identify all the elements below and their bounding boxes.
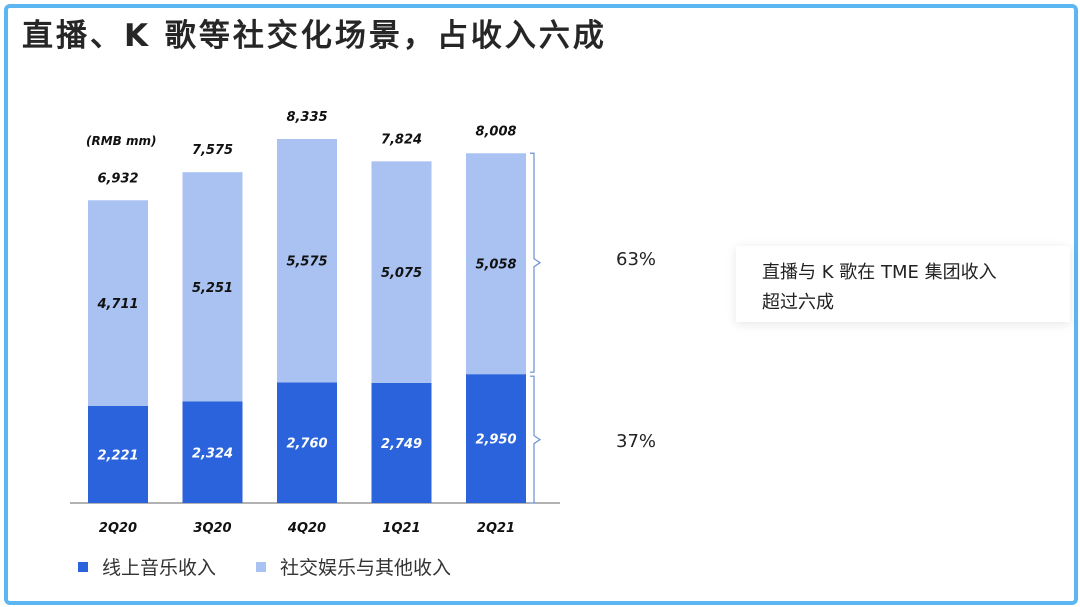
total-label-2Q21: 8,008 <box>475 124 516 139</box>
total-label-1Q21: 7,824 <box>381 132 422 147</box>
value-label-social-4Q20: 5,575 <box>286 255 327 270</box>
callout-line-1: 直播与 K 歌在 TME 集团收入 <box>762 262 997 283</box>
x-tick-label-1Q21: 1Q21 <box>382 521 420 536</box>
bar-social-4Q20 <box>277 139 337 383</box>
legend-label-online-music: 线上音乐收入 <box>102 557 217 579</box>
bar-social-2Q20 <box>88 200 148 407</box>
music-share-percent: 37% <box>616 431 657 452</box>
legend: 线上音乐收入 社交娱乐与其他收入 <box>78 553 491 580</box>
x-tick-label-2Q20: 2Q20 <box>99 521 137 536</box>
legend-swatch-online-music <box>78 561 88 572</box>
value-label-social-3Q20: 5,251 <box>192 281 233 296</box>
bar-social-1Q21 <box>371 161 432 383</box>
legend-swatch-social <box>256 561 267 572</box>
bar-online-music-4Q20 <box>277 382 337 503</box>
callout-note: 直播与 K 歌在 TME 集团收入 超过六成 <box>736 246 1070 322</box>
bar-online-music-2Q20 <box>88 406 148 503</box>
x-tick-label-3Q20: 3Q20 <box>193 521 231 536</box>
value-label-online-music-3Q20: 2,324 <box>192 446 233 461</box>
total-label-2Q20: 6,932 <box>97 171 138 186</box>
legend-item-social: 社交娱乐与其他收入 <box>256 553 451 580</box>
value-label-online-music-1Q21: 2,749 <box>381 437 422 452</box>
bracket-social <box>530 152 542 373</box>
value-label-social-1Q21: 5,075 <box>381 266 422 281</box>
total-label-4Q20: 8,335 <box>286 110 327 125</box>
legend-item-online-music: 线上音乐收入 <box>78 553 216 580</box>
bar-social-2Q21 <box>466 153 526 375</box>
value-label-social-2Q21: 5,058 <box>475 258 516 273</box>
x-tick-label-4Q20: 4Q20 <box>287 521 326 536</box>
bar-online-music-2Q21 <box>466 374 526 503</box>
value-label-online-music-4Q20: 2,760 <box>286 437 327 452</box>
x-tick-label-2Q21: 2Q21 <box>477 521 515 536</box>
bracket-music <box>530 375 542 504</box>
social-share-percent: 63% <box>616 249 657 270</box>
total-label-3Q20: 7,575 <box>192 143 233 158</box>
legend-label-social: 社交娱乐与其他收入 <box>280 557 452 579</box>
value-label-online-music-2Q21: 2,950 <box>475 433 516 448</box>
slide-title: 直播、K 歌等社交化场景，占收入六成 <box>22 18 607 54</box>
callout-line-2: 超过六成 <box>762 292 834 313</box>
value-label-social-2Q20: 4,711 <box>96 297 138 312</box>
bar-online-music-3Q20 <box>182 401 243 503</box>
bar-online-music-1Q21 <box>371 382 432 503</box>
value-label-online-music-2Q20: 2,221 <box>97 449 138 464</box>
unit-label: (RMB mm) <box>86 134 156 148</box>
bar-social-3Q20 <box>182 172 243 402</box>
